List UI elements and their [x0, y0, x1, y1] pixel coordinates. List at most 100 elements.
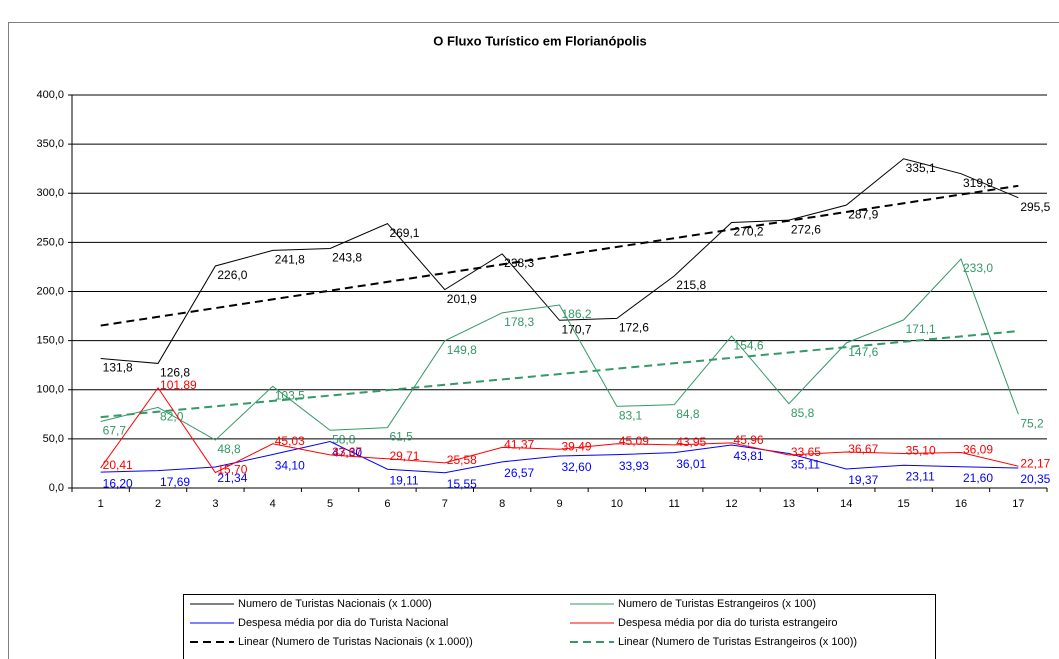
data-label: 241,8: [275, 253, 305, 267]
data-label: 215,8: [676, 278, 706, 292]
y-tick-label: 50,0: [43, 433, 64, 445]
data-label: 15,70: [217, 463, 247, 477]
data-label: 85,8: [791, 406, 815, 420]
data-label: 170,7: [562, 322, 592, 336]
data-label: 48,8: [217, 442, 241, 456]
data-label: 33,67: [332, 445, 362, 459]
data-label: 36,01: [676, 457, 706, 471]
data-label: 25,58: [447, 453, 477, 467]
data-label: 22,17: [1020, 456, 1050, 470]
data-label: 131,8: [103, 361, 133, 375]
data-label: 20,35: [1020, 472, 1050, 486]
data-label: 19,11: [389, 473, 418, 487]
data-label: 201,9: [447, 292, 477, 306]
y-tick-label: 400,0: [36, 89, 64, 101]
trendline: [100, 330, 1019, 419]
data-label: 61,5: [389, 430, 413, 444]
data-label: 32,60: [562, 460, 592, 474]
data-label: 43,81: [734, 449, 764, 463]
y-tick-label: 100,0: [36, 384, 64, 396]
y-tick-label: 0,0: [49, 482, 64, 494]
legend-label: Despesa média por dia do Turista Naciona…: [238, 617, 448, 629]
x-tick-label: 2: [155, 498, 161, 510]
data-label: 21,60: [963, 471, 993, 485]
y-tick-label: 150,0: [36, 335, 64, 347]
data-label: 269,1: [389, 226, 419, 240]
data-label: 35,11: [791, 458, 820, 472]
legend-label: Numero de Turistas Estrangeiros (x 100): [618, 598, 816, 610]
y-tick-label: 250,0: [36, 236, 64, 248]
data-label: 19,37: [848, 473, 878, 487]
data-label: 26,57: [504, 466, 534, 480]
data-label: 43,95: [676, 435, 706, 449]
data-label: 15,55: [447, 477, 477, 491]
x-tick-label: 4: [270, 498, 276, 510]
x-tick-label: 11: [668, 498, 679, 510]
x-tick-label: 1: [98, 498, 104, 510]
data-label: 319,9: [963, 176, 993, 190]
y-tick-label: 350,0: [36, 138, 64, 150]
legend-label: Despesa média por dia do turista estrang…: [618, 617, 838, 629]
legend-label: Numero de Turistas Nacionais (x 1.000): [238, 598, 432, 610]
data-label: 103,5: [275, 388, 305, 402]
data-label: 45,03: [275, 434, 305, 448]
x-tick-label: 7: [442, 498, 448, 510]
data-label: 39,49: [562, 439, 592, 453]
data-label: 243,8: [332, 251, 362, 265]
x-tick-label: 6: [384, 498, 390, 510]
data-label: 84,8: [676, 407, 700, 421]
x-tick-label: 8: [499, 498, 505, 510]
data-label: 29,71: [389, 449, 419, 463]
data-label: 226,0: [217, 268, 247, 282]
chart-title: O Fluxo Turístico em Florianópolis: [433, 33, 647, 48]
data-label: 34,10: [275, 459, 305, 473]
data-label: 36,09: [963, 443, 993, 457]
data-label: 23,11: [906, 469, 935, 483]
data-label: 82,0: [160, 410, 184, 424]
data-label: 21,34: [217, 471, 247, 485]
data-label: 33,65: [791, 445, 821, 459]
data-label: 147,6: [848, 345, 878, 359]
data-label: 45,09: [619, 434, 649, 448]
data-label: 36,67: [848, 442, 878, 456]
series-line: [100, 387, 1019, 474]
data-label: 238,3: [504, 256, 534, 270]
x-tick-label: 12: [725, 498, 737, 510]
data-label: 67,7: [103, 424, 127, 438]
data-label: 20,41: [103, 458, 133, 472]
data-label: 171,1: [906, 322, 936, 336]
data-label: 33,93: [619, 459, 649, 473]
x-tick-label: 10: [611, 498, 623, 510]
x-tick-label: 14: [840, 498, 852, 510]
series-line: [100, 441, 1019, 474]
data-label: 45,96: [734, 433, 764, 447]
series-line: [100, 258, 1019, 441]
data-label: 35,10: [906, 444, 936, 458]
x-tick-label: 17: [1012, 498, 1024, 510]
x-tick-label: 5: [327, 498, 333, 510]
data-label: 17,69: [160, 475, 190, 489]
data-label: 58,8: [332, 432, 356, 446]
data-label: 186,2: [562, 307, 592, 321]
data-label: 154,6: [734, 338, 764, 352]
data-label: 295,5: [1020, 200, 1050, 214]
data-label: 149,8: [447, 343, 477, 357]
data-label: 335,1: [906, 161, 936, 175]
x-tick-label: 15: [897, 498, 909, 510]
data-label: 41,37: [504, 438, 534, 452]
y-tick-label: 200,0: [36, 285, 64, 297]
series-line: [100, 158, 1019, 364]
data-label: 101,89: [160, 378, 197, 392]
data-label: 172,6: [619, 321, 649, 335]
x-tick-label: 9: [556, 498, 562, 510]
trendline: [100, 184, 1019, 327]
legend-label: Linear (Numero de Turistas Nacionais (x …: [238, 636, 473, 648]
data-label: 83,1: [619, 409, 643, 423]
y-tick-label: 300,0: [36, 187, 64, 199]
legend-box: [183, 594, 936, 659]
data-label: 16,20: [103, 476, 133, 490]
data-label: 270,2: [734, 225, 764, 239]
data-label: 272,6: [791, 222, 821, 236]
data-label: 126,8: [160, 366, 190, 380]
